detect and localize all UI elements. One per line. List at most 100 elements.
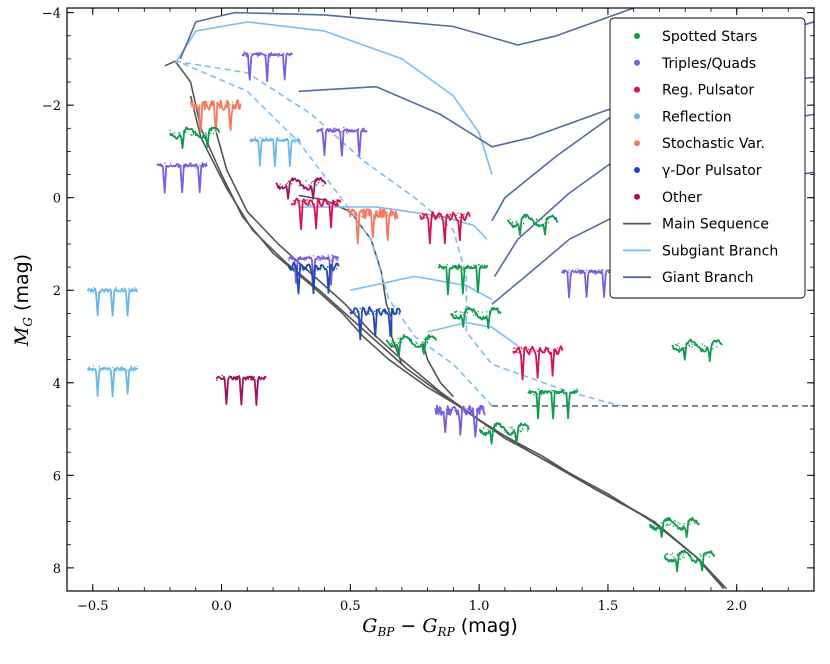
light-curve-point [357,214,359,216]
light-curve-point [132,370,135,372]
light-curve-point [321,257,324,259]
light-curve-point [446,264,449,266]
light-curve-point [664,557,667,559]
light-curve-point [535,219,538,221]
light-curve-point [176,163,179,165]
light-curve-point [305,199,307,201]
light-curve-point [295,265,297,267]
light-curve-point [691,343,693,345]
legend-label: Giant Branch [662,270,754,286]
light-curve-point [199,105,201,107]
legend-item: Spotted Stars [634,29,757,45]
light-curve-point [673,520,675,522]
light-curve-point [558,391,560,393]
light-curve-point [575,269,577,271]
light-curve-point [520,350,522,353]
light-curve-point [317,181,320,184]
light-curve-point [210,130,212,132]
light-curve-point [672,525,675,527]
light-curve-point [335,268,338,270]
light-curve-point [675,344,677,346]
light-curve-point [274,53,276,56]
light-curve-point [515,220,518,223]
light-curve-point [439,215,441,218]
light-curve-point [475,408,478,411]
light-curve-triples [316,126,368,157]
light-curve-point [245,376,247,379]
light-curve-point [321,255,323,257]
light-curve-point [551,391,553,393]
light-curve-point [477,310,479,313]
x-tick-label: 0.0 [211,599,232,614]
light-curve-point [363,127,365,129]
light-curve-point [289,136,291,138]
light-curve-line [249,137,301,167]
light-curve-point [302,258,305,260]
light-curve-point [494,427,496,430]
light-curve-stochastic [346,208,399,245]
light-curve-point [169,129,171,132]
light-curve-point [243,51,245,53]
light-curve-line [189,99,242,133]
light-curve-point [477,264,480,266]
light-curve-point [693,520,695,522]
light-curve-point [391,340,393,342]
light-curve-point [343,126,345,129]
light-curve-point [439,264,441,266]
light-curve-point [317,267,319,269]
light-curve-point [454,213,456,215]
light-curve-point [301,184,304,186]
legend-label: Triples/Quads [661,56,756,72]
light-curve-point [521,217,523,220]
light-curve-point [674,520,676,522]
light-curve-point [256,380,258,382]
light-curve-point [386,214,389,216]
light-curve-point [459,311,462,313]
legend-marker [634,113,640,120]
light-curve-point [398,312,401,314]
light-curve-point [711,344,713,346]
light-curve-point [594,273,596,275]
light-curve-point [425,338,428,341]
light-curve-point [115,291,118,293]
light-curve-point [409,338,411,340]
light-curve-point [576,268,579,270]
light-curve-triples [156,162,208,194]
track-main-sequence [421,340,454,398]
light-curve-point [522,429,524,431]
light-curve-point [354,311,356,313]
light-curve-point [291,263,294,266]
light-curve-point [327,201,329,203]
light-curve-point [337,264,339,266]
light-curve-spotted [450,306,502,329]
light-curve-point [537,388,539,390]
light-curve-point [364,212,366,214]
legend-label: Reflection [662,109,732,125]
light-curve-point [319,128,322,130]
light-curve-regpuls [512,345,564,381]
legend-marker [634,33,640,39]
light-curve-point [253,376,255,378]
light-curve-point [91,290,93,292]
light-curve-point [300,200,302,202]
light-curve-point [190,105,192,108]
light-curve-point [105,367,107,369]
light-curve-point [169,162,172,164]
track-subgiant [174,21,493,175]
light-curve-point [513,428,515,431]
light-curve-point [173,131,175,134]
light-curve-point [520,348,523,350]
light-curve-point [362,215,365,217]
light-curve-line [434,404,486,438]
light-curve-point [583,269,585,272]
light-curve-point [397,342,400,344]
light-curve-point [443,216,445,218]
light-curve-line [479,421,530,445]
light-curve-point [316,184,318,186]
light-curve-point [300,269,302,271]
light-curve-point [475,264,477,266]
light-curve-point [235,104,237,106]
y-tick-label: 8 [53,562,61,577]
light-curve-point [570,274,572,276]
light-curve-point [395,214,397,216]
